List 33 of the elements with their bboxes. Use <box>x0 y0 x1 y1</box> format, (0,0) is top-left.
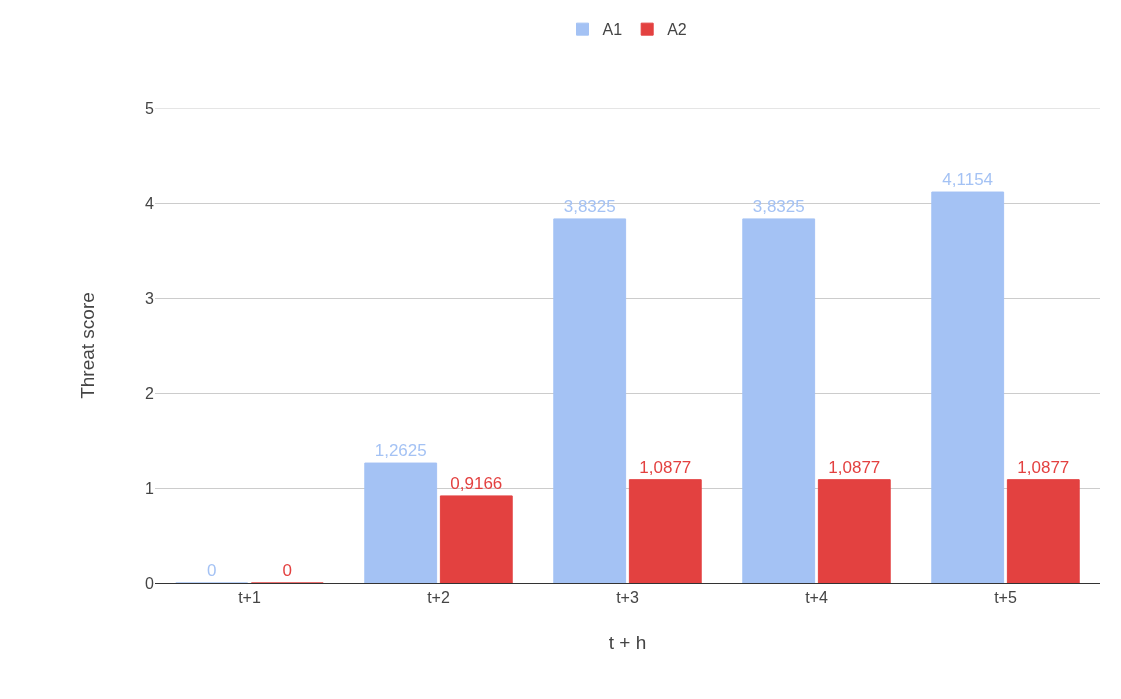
data-label: 1,0877 <box>1017 457 1070 477</box>
y-tick-label: 2 <box>145 384 155 402</box>
x-tick-label: t+2 <box>427 589 450 607</box>
x-tick-label: t+5 <box>994 589 1017 607</box>
data-label: 1,2625 <box>374 441 427 461</box>
data-label: 1,0877 <box>639 457 692 477</box>
data-label: 4,1154 <box>942 170 994 190</box>
data-label: 3,8325 <box>563 196 616 216</box>
bar <box>439 495 513 583</box>
data-label: 0 <box>206 561 217 580</box>
data-label: 0 <box>282 561 293 580</box>
y-axis-title: Threat score <box>76 292 98 399</box>
y-tick-label: 0 <box>145 574 155 592</box>
x-tick-label: t+4 <box>805 589 828 607</box>
data-label: 3,8325 <box>752 196 805 216</box>
y-tick-label: 4 <box>145 194 155 212</box>
bar <box>364 462 438 583</box>
y-tick-label: 3 <box>145 289 155 307</box>
bar <box>742 218 816 583</box>
bar <box>931 191 1005 583</box>
bar <box>1006 479 1080 583</box>
x-tick-label: t+3 <box>616 589 639 607</box>
data-label: 0,9166 <box>450 473 503 493</box>
y-tick-label: 5 <box>145 99 155 117</box>
legend-label: A1 <box>602 21 623 39</box>
x-tick-label: t+1 <box>238 589 261 607</box>
bar <box>628 479 702 583</box>
x-axis-title: t + h <box>608 632 647 653</box>
y-tick-label: 1 <box>145 479 155 497</box>
data-label: 1,0877 <box>828 457 881 477</box>
bar <box>817 479 891 583</box>
bar <box>553 218 627 583</box>
legend-label: A2 <box>667 21 687 39</box>
